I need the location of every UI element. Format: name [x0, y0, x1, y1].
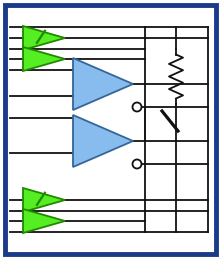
- Polygon shape: [73, 58, 133, 110]
- Polygon shape: [23, 188, 65, 212]
- Circle shape: [133, 103, 141, 112]
- Polygon shape: [23, 47, 65, 71]
- Polygon shape: [23, 26, 65, 50]
- Polygon shape: [73, 115, 133, 167]
- Polygon shape: [23, 209, 65, 233]
- Circle shape: [133, 160, 141, 169]
